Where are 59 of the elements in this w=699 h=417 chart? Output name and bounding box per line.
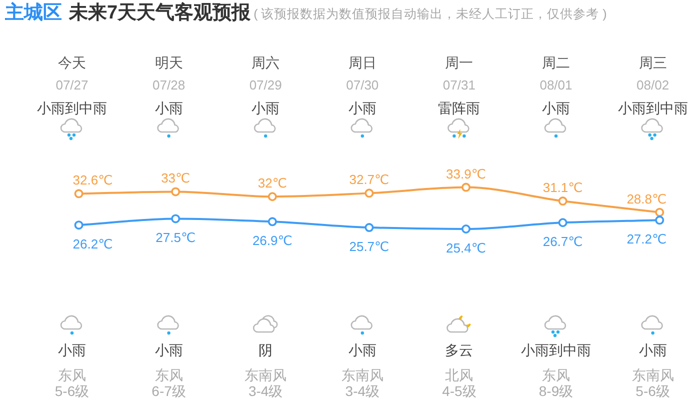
text: 东南风	[341, 367, 384, 383]
text: 4-5级	[442, 383, 476, 399]
data-label: 26.7℃	[542, 234, 583, 250]
data-label: 32℃	[258, 176, 287, 191]
data-label: 32.7℃	[349, 172, 390, 188]
point	[74, 189, 84, 198]
x-tick-label: 周三 08/02 小雨到中雨	[618, 54, 688, 116]
data-label: 27.2℃	[626, 232, 667, 247]
text: 小雨到中雨	[521, 342, 591, 358]
x-tick-label: 明天 07/28 小雨	[152, 54, 186, 116]
point	[462, 182, 470, 192]
text: 3-4级	[248, 383, 283, 399]
point	[558, 218, 568, 228]
text: 多云	[445, 342, 474, 358]
chart-subtitle: 未来7天天气客观预报	[68, 2, 252, 24]
text: 5-6级	[636, 383, 670, 399]
text: 小雨	[638, 342, 667, 358]
text: 东南风	[632, 367, 674, 383]
text: 东南风	[244, 367, 287, 383]
text: 5-6级	[54, 383, 90, 399]
text: 北风	[445, 367, 474, 383]
data-label: 28.8℃	[626, 191, 667, 206]
text: 小雨	[58, 342, 86, 358]
point	[655, 208, 664, 217]
text: 8-9级	[538, 383, 574, 399]
data-label: 25.7℃	[349, 239, 390, 254]
x-tick-label: 周日 07/30 小雨	[346, 54, 379, 116]
x-tick-label: 周二 08/01 小雨	[540, 54, 572, 116]
text: 小雨	[348, 342, 376, 358]
data-label: 33℃	[161, 170, 190, 186]
text: 东风	[154, 367, 183, 383]
point	[171, 214, 180, 224]
point	[655, 216, 664, 225]
data-label: 33.9℃	[446, 166, 486, 182]
chart-title: 主城区	[4, 2, 62, 24]
x-tick-label: 周六 07/29 小雨	[249, 54, 282, 116]
data-label: 31.1℃	[542, 180, 583, 196]
point	[268, 192, 277, 202]
point	[462, 224, 470, 234]
text: 6-7级	[152, 383, 186, 399]
point	[268, 217, 277, 226]
x-tick-label: 今天 07/27 小雨到中雨	[37, 54, 107, 116]
point	[171, 187, 180, 196]
text: 东风	[542, 367, 570, 383]
point	[558, 196, 568, 206]
data-label: 27.5℃	[156, 230, 196, 246]
point	[74, 220, 84, 230]
point	[364, 223, 374, 232]
point	[364, 188, 374, 198]
text: ( 该预报数据为数值预报自动输出，未经人工订正，仅供参考 )	[254, 6, 607, 21]
data-label: 25.4℃	[446, 240, 486, 256]
data-label: 32.6℃	[72, 172, 113, 188]
text: 3-4级	[345, 383, 380, 399]
text: 东风	[58, 367, 86, 383]
text: 阴	[258, 342, 273, 358]
text: 小雨	[154, 342, 183, 358]
data-label: 26.2℃	[72, 236, 113, 252]
x-tick-label: 周一 07/31 雷阵雨	[438, 54, 480, 116]
data-label: 26.9℃	[252, 233, 292, 248]
